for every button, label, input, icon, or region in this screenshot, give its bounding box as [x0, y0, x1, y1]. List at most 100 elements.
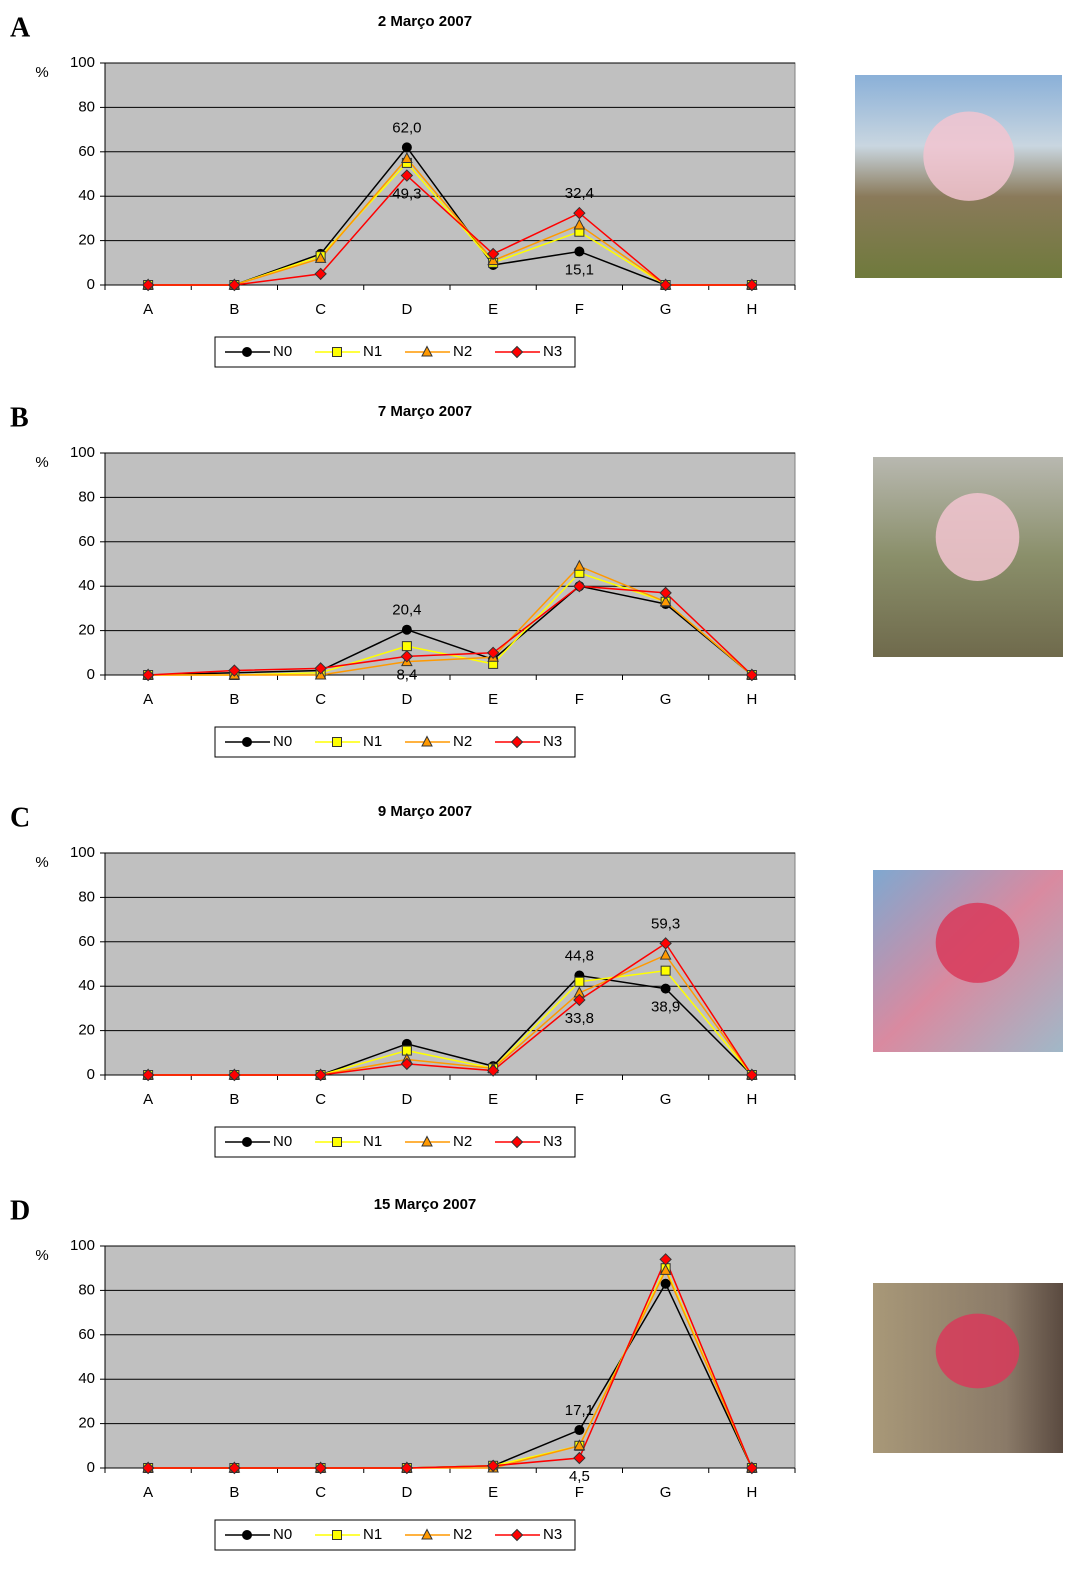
legend: N0 N1 N2 N3: [214, 726, 576, 758]
y-tick-label: 0: [87, 1066, 95, 1083]
x-tick-label: B: [229, 691, 239, 708]
y-tick-label: 80: [78, 98, 95, 115]
data-point: [228, 664, 241, 677]
legend-label: N2: [453, 1133, 472, 1150]
legend-label: N1: [363, 343, 382, 360]
data-point: [141, 668, 155, 682]
legend-label: N2: [453, 343, 472, 360]
value-label: 62,0: [392, 119, 421, 136]
x-tick-label: C: [315, 1091, 326, 1108]
x-tick-label: A: [143, 1091, 153, 1108]
legend-marker: [510, 1135, 524, 1149]
data-point: [401, 624, 412, 635]
data-point: [573, 993, 586, 1007]
y-tick-label: 20: [78, 232, 95, 249]
x-tick-label: G: [660, 301, 672, 318]
data-point: [401, 142, 412, 153]
data-point: [660, 965, 671, 976]
x-tick-label: D: [401, 1484, 412, 1501]
x-tick-label: B: [229, 301, 239, 318]
x-tick-label: C: [315, 1484, 326, 1501]
chart-title: 2 Março 2007: [378, 13, 472, 30]
series-line: [148, 1257, 753, 1469]
data-point: [659, 586, 672, 600]
y-tick-label: 60: [78, 143, 95, 160]
data-point: [660, 983, 671, 994]
y-tick-label: 40: [78, 187, 95, 204]
photo-flower: [923, 111, 1015, 201]
x-tick-label: D: [401, 1091, 412, 1108]
x-tick-label: H: [746, 1484, 757, 1501]
y-tick-label: 80: [78, 488, 95, 505]
data-point: [401, 151, 413, 163]
plot-area: [104, 852, 796, 1076]
y-tick-label: 100: [70, 54, 95, 71]
data-point: [573, 1439, 586, 1451]
value-label: 44,8: [565, 948, 594, 965]
legend-label: N3: [543, 1133, 562, 1150]
data-point: [486, 1064, 500, 1077]
value-label: 38,9: [651, 999, 680, 1016]
data-point: [745, 1068, 759, 1082]
data-point: [141, 1068, 155, 1082]
legend-label: N3: [543, 733, 562, 750]
data-point: [314, 251, 327, 263]
legend-marker: [421, 345, 433, 357]
legend-marker: [242, 737, 252, 747]
data-point: [659, 278, 672, 292]
y-tick-label: 0: [87, 1459, 95, 1476]
x-tick-label: E: [488, 1484, 498, 1501]
series-line: [148, 942, 753, 1076]
legend-label: N2: [453, 1526, 472, 1543]
data-point: [486, 1459, 500, 1472]
plot-area: [104, 1245, 796, 1469]
x-tick-label: B: [229, 1091, 239, 1108]
value-label: 33,8: [565, 1010, 594, 1027]
legend-label: N0: [273, 343, 292, 360]
y-tick-label: 60: [78, 533, 95, 550]
x-tick-label: E: [488, 691, 498, 708]
x-tick-label: H: [746, 301, 757, 318]
y-tick-label: 20: [78, 1415, 95, 1432]
data-point: [141, 1461, 155, 1475]
legend-marker: [510, 345, 524, 359]
y-tick-label: 60: [78, 933, 95, 950]
legend-marker: [332, 737, 342, 747]
value-label: 8,4: [396, 666, 417, 683]
y-tick-label: 20: [78, 1022, 95, 1039]
x-tick-label: F: [575, 691, 584, 708]
x-tick-label: F: [575, 301, 584, 318]
legend-marker: [242, 1137, 252, 1147]
data-point: [660, 1278, 671, 1289]
y-tick-label: 100: [70, 844, 95, 861]
x-tick-label: D: [401, 301, 412, 318]
legend-label: N0: [273, 733, 292, 750]
y-axis-label: %: [35, 64, 48, 81]
data-point: [400, 650, 414, 663]
legend-marker: [332, 1137, 342, 1147]
y-tick-label: 0: [87, 666, 95, 683]
x-tick-label: A: [143, 691, 153, 708]
x-tick-label: G: [660, 1484, 672, 1501]
y-tick-label: 0: [87, 276, 95, 293]
y-tick-label: 40: [78, 977, 95, 994]
data-point: [573, 218, 586, 230]
legend-label: N0: [273, 1526, 292, 1543]
data-point: [573, 1451, 586, 1465]
data-point: [573, 579, 586, 593]
data-point: [486, 646, 500, 660]
legend-marker: [421, 735, 433, 747]
y-tick-label: 20: [78, 622, 95, 639]
series-line: [148, 157, 752, 286]
x-tick-label: C: [315, 301, 326, 318]
series-line: [148, 585, 753, 676]
data-point: [573, 559, 586, 571]
panel-letter: C: [10, 802, 30, 833]
data-point: [400, 169, 414, 182]
y-tick-label: 80: [78, 888, 95, 905]
y-tick-label: 40: [78, 577, 95, 594]
data-point: [659, 937, 672, 950]
data-point: [659, 595, 672, 607]
data-point: [228, 1068, 241, 1082]
x-tick-label: G: [660, 1091, 672, 1108]
